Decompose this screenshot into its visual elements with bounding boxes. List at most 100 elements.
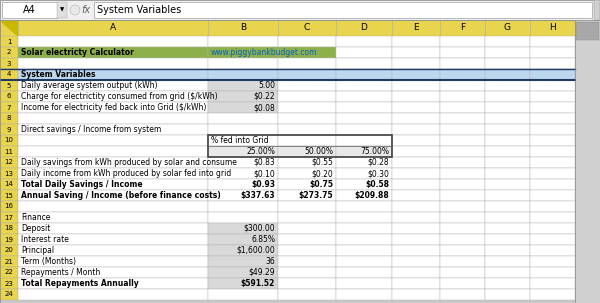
- Bar: [485, 20, 530, 36]
- Bar: [278, 256, 336, 267]
- Bar: [392, 289, 440, 300]
- Bar: [530, 113, 575, 124]
- Bar: [0, 201, 18, 212]
- Bar: [18, 146, 208, 157]
- Text: 1: 1: [7, 38, 11, 45]
- Text: 19: 19: [5, 237, 14, 242]
- Bar: [18, 234, 208, 245]
- Bar: [0, 168, 18, 179]
- Bar: [336, 47, 392, 58]
- Text: Total Repayments Annually: Total Repayments Annually: [21, 279, 139, 288]
- Bar: [530, 58, 575, 69]
- Bar: [336, 223, 392, 234]
- Bar: [278, 113, 336, 124]
- Text: Daily average system output (kWh): Daily average system output (kWh): [21, 81, 157, 90]
- Text: Term (Months): Term (Months): [21, 257, 76, 266]
- Bar: [440, 58, 485, 69]
- Bar: [336, 212, 392, 223]
- Bar: [392, 69, 440, 80]
- Text: 23: 23: [5, 281, 13, 287]
- Bar: [440, 234, 485, 245]
- Bar: [530, 289, 575, 300]
- Bar: [18, 190, 208, 201]
- Text: Interest rate: Interest rate: [21, 235, 69, 244]
- Text: B: B: [240, 24, 246, 32]
- Bar: [18, 36, 208, 47]
- Bar: [278, 190, 336, 201]
- Bar: [278, 278, 336, 289]
- Bar: [392, 245, 440, 256]
- Text: 6.85%: 6.85%: [251, 235, 275, 244]
- Bar: [278, 267, 336, 278]
- Text: 8: 8: [7, 115, 11, 122]
- Text: 13: 13: [5, 171, 14, 177]
- Bar: [485, 102, 530, 113]
- Text: 10: 10: [5, 138, 14, 144]
- Bar: [485, 179, 530, 190]
- Text: 4: 4: [7, 72, 11, 78]
- Bar: [0, 267, 18, 278]
- Bar: [440, 146, 485, 157]
- Bar: [208, 58, 278, 69]
- Text: G: G: [504, 24, 511, 32]
- Bar: [336, 179, 392, 190]
- Text: 20: 20: [5, 248, 13, 254]
- Text: ▼: ▼: [60, 8, 64, 12]
- Bar: [485, 223, 530, 234]
- Text: 18: 18: [5, 225, 14, 231]
- Text: $0.08: $0.08: [253, 103, 275, 112]
- Bar: [18, 278, 208, 289]
- Bar: [0, 113, 18, 124]
- Bar: [208, 47, 278, 58]
- Bar: [18, 223, 208, 234]
- Bar: [278, 157, 336, 168]
- Bar: [485, 157, 530, 168]
- Bar: [208, 157, 278, 168]
- Bar: [0, 278, 18, 289]
- Text: F: F: [460, 24, 465, 32]
- Bar: [0, 91, 18, 102]
- Bar: [392, 91, 440, 102]
- Text: 22: 22: [5, 269, 13, 275]
- Bar: [392, 135, 440, 146]
- Bar: [0, 135, 18, 146]
- Bar: [336, 69, 392, 80]
- Bar: [18, 201, 208, 212]
- Text: Income for electricity fed back into Grid ($/kWh): Income for electricity fed back into Gri…: [21, 103, 206, 112]
- Bar: [576, 22, 599, 40]
- Bar: [208, 146, 278, 157]
- Bar: [440, 223, 485, 234]
- Bar: [530, 157, 575, 168]
- Bar: [208, 256, 278, 267]
- Bar: [0, 36, 18, 47]
- Bar: [336, 113, 392, 124]
- Bar: [440, 124, 485, 135]
- Bar: [336, 135, 392, 146]
- Bar: [18, 168, 208, 179]
- Text: 16: 16: [5, 204, 14, 209]
- Bar: [336, 124, 392, 135]
- Bar: [440, 278, 485, 289]
- Bar: [440, 20, 485, 36]
- Bar: [336, 289, 392, 300]
- Bar: [278, 168, 336, 179]
- Bar: [440, 36, 485, 47]
- Bar: [0, 245, 18, 256]
- Bar: [440, 201, 485, 212]
- Bar: [278, 245, 336, 256]
- Bar: [18, 80, 208, 91]
- Bar: [440, 69, 485, 80]
- Bar: [0, 146, 18, 157]
- Bar: [530, 69, 575, 80]
- Bar: [530, 146, 575, 157]
- Text: $209.88: $209.88: [354, 191, 389, 200]
- Bar: [18, 212, 208, 223]
- Bar: [0, 223, 18, 234]
- Bar: [278, 58, 336, 69]
- Bar: [336, 245, 392, 256]
- Bar: [278, 201, 336, 212]
- Circle shape: [70, 5, 80, 15]
- Text: 24: 24: [5, 291, 13, 298]
- Bar: [278, 223, 336, 234]
- Bar: [0, 80, 18, 91]
